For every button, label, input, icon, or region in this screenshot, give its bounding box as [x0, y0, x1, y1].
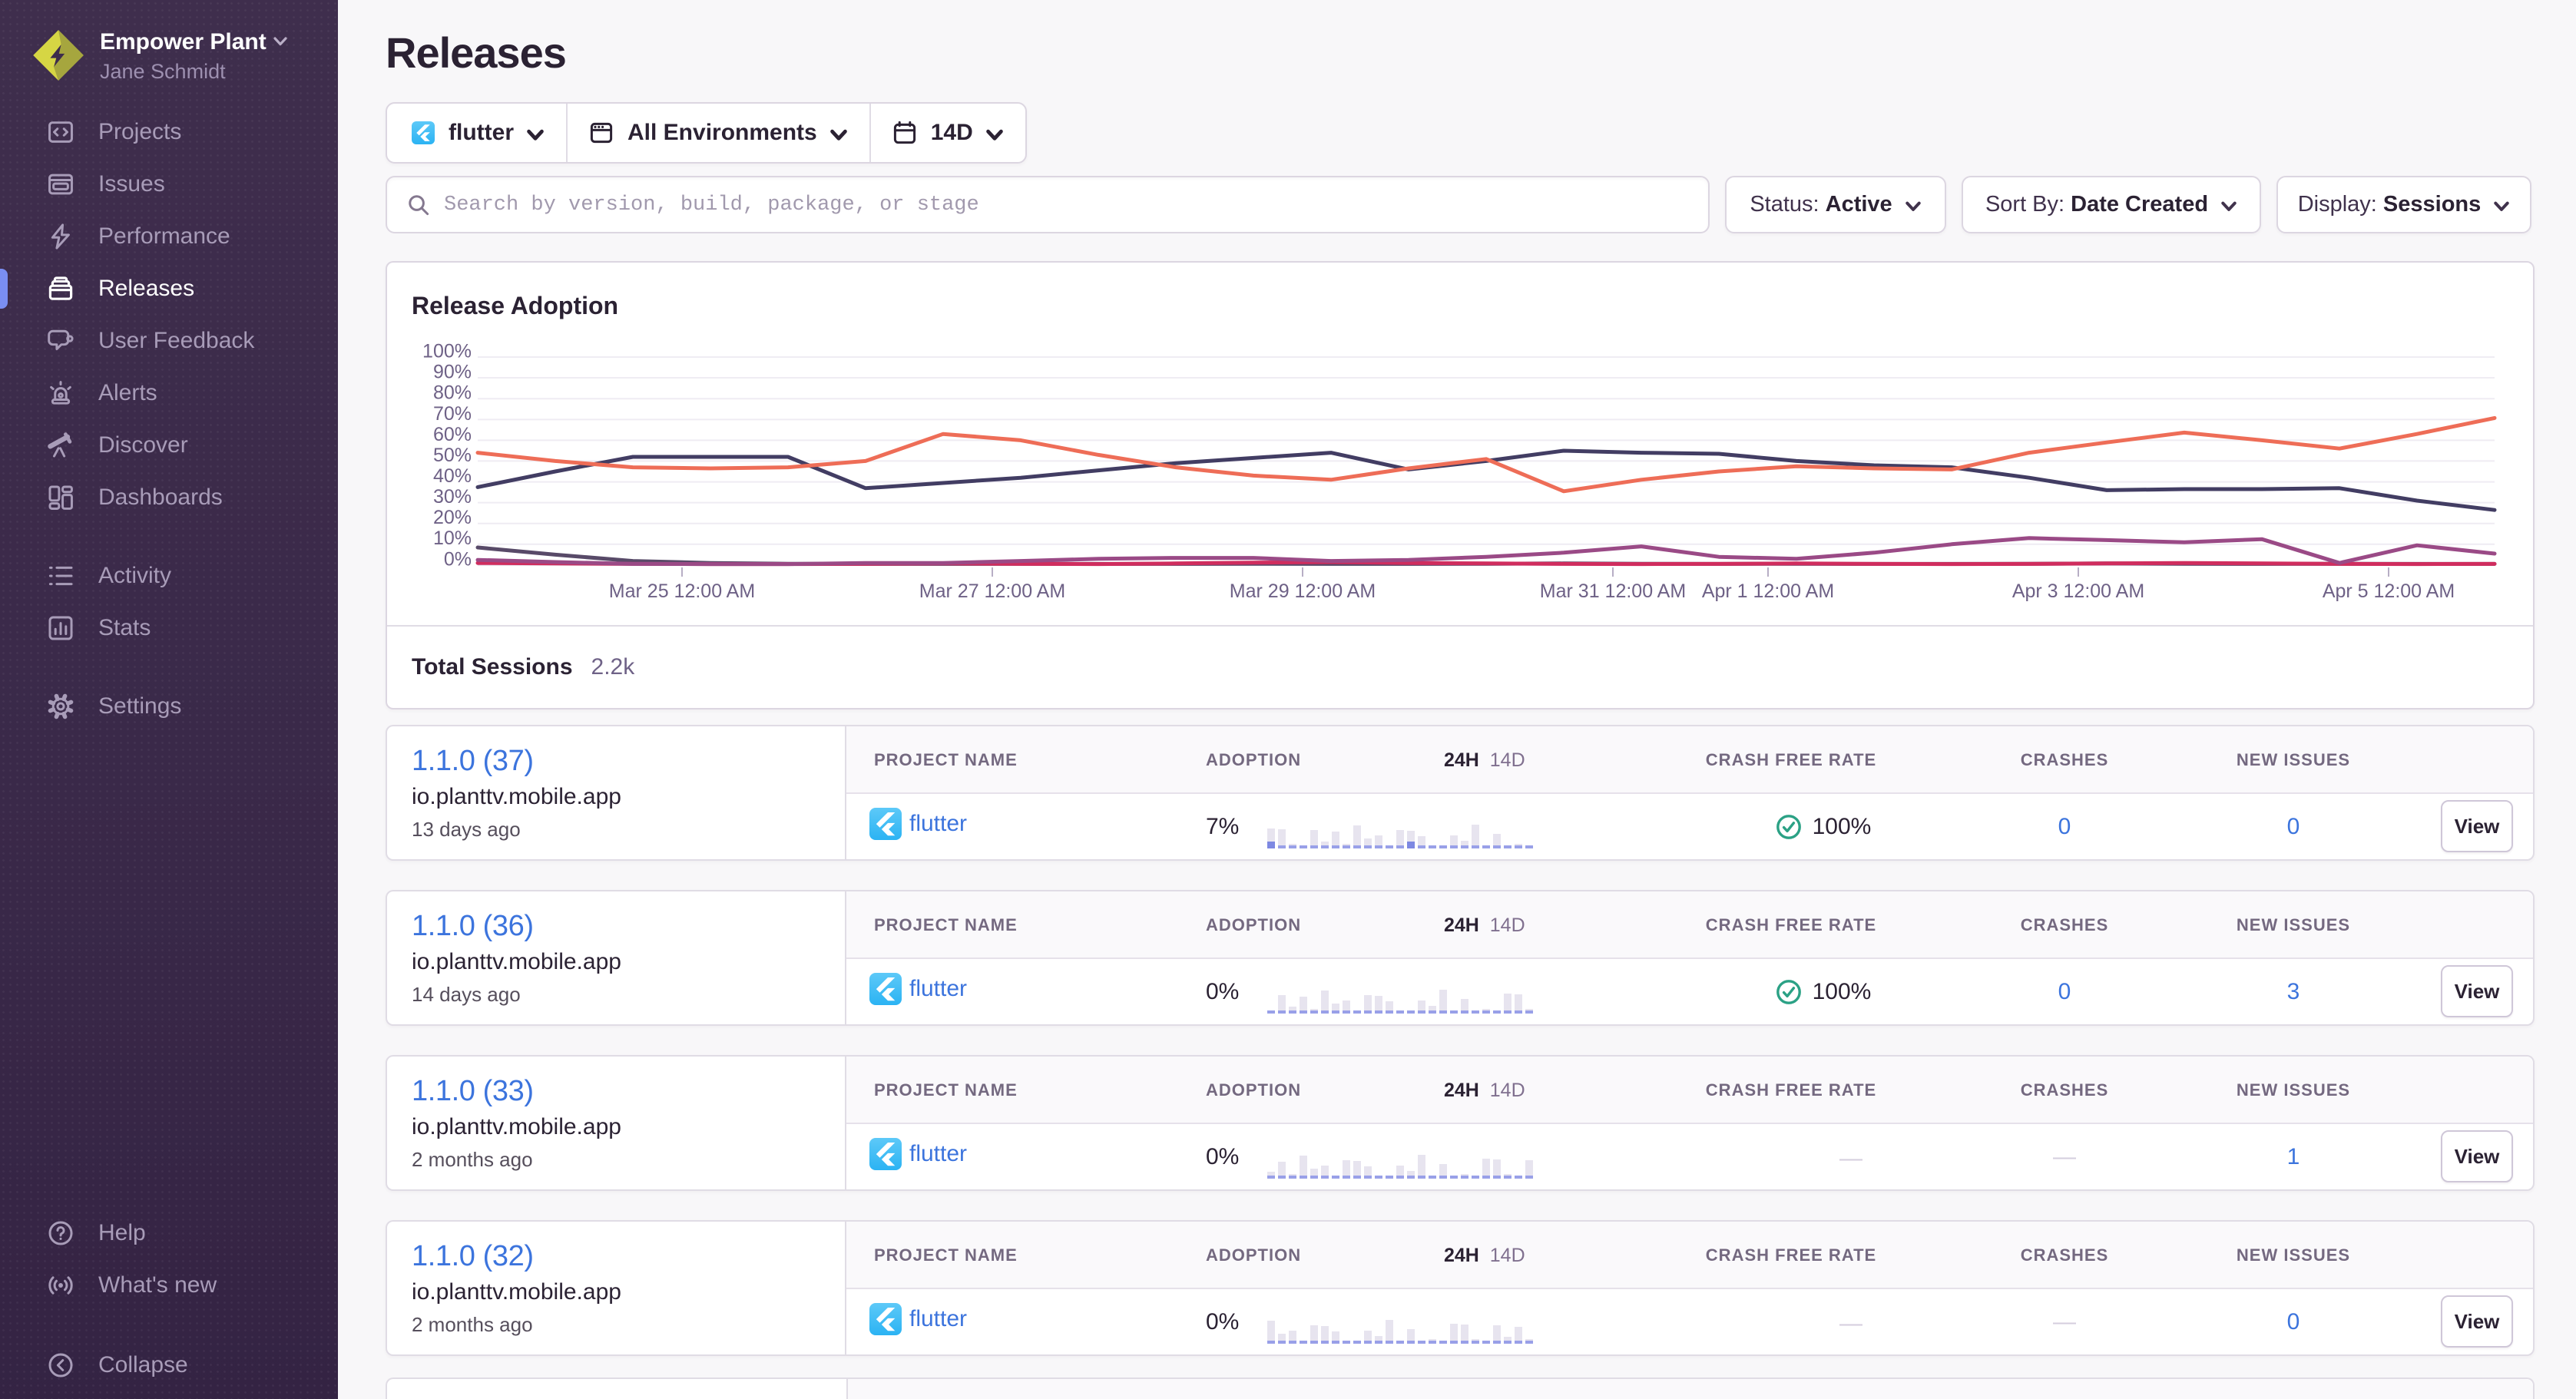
svg-text:80%: 80% — [433, 382, 472, 404]
svg-text:Apr 1 12:00 AM: Apr 1 12:00 AM — [1702, 580, 1834, 602]
svg-text:10%: 10% — [433, 528, 472, 549]
svg-text:40%: 40% — [433, 465, 472, 487]
svg-text:70%: 70% — [433, 403, 472, 425]
svg-text:30%: 30% — [433, 486, 472, 508]
svg-text:Apr 3 12:00 AM: Apr 3 12:00 AM — [2012, 580, 2144, 602]
svg-text:Mar 31 12:00 AM: Mar 31 12:00 AM — [1540, 580, 1686, 602]
svg-text:Mar 27 12:00 AM: Mar 27 12:00 AM — [919, 580, 1065, 602]
svg-text:Mar 29 12:00 AM: Mar 29 12:00 AM — [1230, 580, 1376, 602]
svg-text:20%: 20% — [433, 507, 472, 528]
svg-text:50%: 50% — [433, 445, 472, 466]
svg-text:Mar 25 12:00 AM: Mar 25 12:00 AM — [609, 580, 755, 602]
svg-text:90%: 90% — [433, 361, 472, 382]
svg-text:Apr 5 12:00 AM: Apr 5 12:00 AM — [2323, 580, 2455, 602]
svg-text:60%: 60% — [433, 424, 472, 445]
svg-text:100%: 100% — [422, 340, 472, 362]
svg-text:0%: 0% — [444, 548, 472, 570]
